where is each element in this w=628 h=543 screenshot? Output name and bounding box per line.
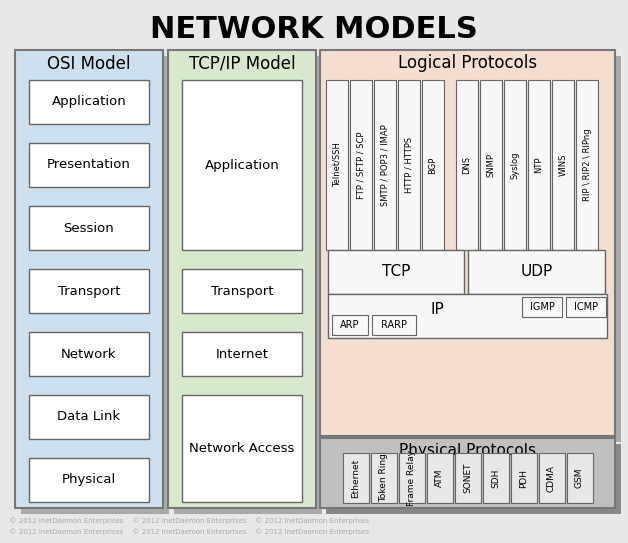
- Bar: [342, 453, 369, 503]
- Bar: [168, 50, 316, 508]
- Bar: [538, 453, 565, 503]
- Text: BGP: BGP: [428, 156, 438, 174]
- Text: Physical Protocols: Physical Protocols: [399, 444, 536, 458]
- Bar: [320, 50, 615, 436]
- Text: FTP / SFTP / SCP: FTP / SFTP / SCP: [357, 131, 365, 199]
- Text: OSI Model: OSI Model: [47, 55, 131, 73]
- Bar: [455, 453, 480, 503]
- Bar: [456, 80, 478, 250]
- Text: RARP: RARP: [381, 320, 407, 330]
- Text: Application: Application: [205, 159, 279, 172]
- Text: HTTP / HTTPS: HTTP / HTTPS: [404, 137, 413, 193]
- Text: TCP/IP Model: TCP/IP Model: [188, 55, 295, 73]
- Text: SMTP / POP3 / IMAP: SMTP / POP3 / IMAP: [381, 124, 389, 206]
- Bar: [371, 453, 396, 503]
- Bar: [21, 56, 169, 514]
- Bar: [29, 332, 149, 376]
- Text: Data Link: Data Link: [57, 411, 121, 424]
- Text: SNMP: SNMP: [487, 153, 495, 177]
- Bar: [350, 80, 372, 250]
- Bar: [182, 80, 302, 250]
- Bar: [399, 453, 425, 503]
- Bar: [374, 80, 396, 250]
- Bar: [174, 56, 322, 514]
- Bar: [467, 250, 605, 294]
- Text: Transport: Transport: [211, 285, 273, 298]
- Text: ARP: ARP: [340, 320, 360, 330]
- Text: Session: Session: [63, 222, 114, 235]
- Bar: [480, 80, 502, 250]
- Text: Network Access: Network Access: [189, 442, 295, 455]
- Bar: [182, 332, 302, 376]
- Text: Physical: Physical: [62, 473, 116, 487]
- Bar: [182, 395, 302, 502]
- Text: Ethernet: Ethernet: [351, 458, 360, 497]
- Bar: [576, 80, 598, 250]
- Bar: [29, 458, 149, 502]
- Text: NTP: NTP: [534, 157, 543, 173]
- Bar: [511, 453, 536, 503]
- Bar: [522, 297, 562, 317]
- Bar: [552, 80, 574, 250]
- Bar: [566, 297, 606, 317]
- Text: Syslog: Syslog: [511, 151, 519, 179]
- Bar: [328, 250, 463, 294]
- Bar: [566, 453, 592, 503]
- Text: IP: IP: [431, 302, 445, 317]
- Text: Presentation: Presentation: [47, 159, 131, 172]
- Text: Transport: Transport: [58, 285, 120, 298]
- Text: SDH: SDH: [491, 468, 500, 488]
- Bar: [328, 294, 607, 338]
- Bar: [482, 453, 509, 503]
- Text: Application: Application: [51, 96, 126, 109]
- Text: PDH: PDH: [519, 469, 528, 488]
- Bar: [426, 453, 453, 503]
- Text: Telnet/SSH: Telnet/SSH: [332, 143, 342, 187]
- Bar: [182, 269, 302, 313]
- Text: Logical Protocols: Logical Protocols: [398, 54, 537, 72]
- Text: Network: Network: [62, 348, 117, 361]
- Text: SONET: SONET: [463, 463, 472, 493]
- Bar: [29, 395, 149, 439]
- Text: DNS: DNS: [462, 156, 472, 174]
- Bar: [29, 269, 149, 313]
- Text: Token Ring: Token Ring: [379, 453, 388, 502]
- Text: WINS: WINS: [558, 154, 568, 176]
- Bar: [326, 80, 348, 250]
- Bar: [528, 80, 550, 250]
- Bar: [422, 80, 444, 250]
- Bar: [326, 444, 621, 514]
- Bar: [29, 80, 149, 124]
- Bar: [504, 80, 526, 250]
- Text: IGMP: IGMP: [529, 302, 555, 312]
- Bar: [398, 80, 420, 250]
- Bar: [320, 438, 615, 508]
- Bar: [29, 143, 149, 187]
- Text: TCP: TCP: [382, 264, 410, 280]
- Bar: [332, 315, 368, 335]
- Text: Frame Relay: Frame Relay: [407, 450, 416, 506]
- Text: GSM: GSM: [575, 468, 584, 488]
- Bar: [15, 50, 163, 508]
- Bar: [372, 315, 416, 335]
- Text: © 2012 InetDaemon Enterprises    © 2012 InetDaemon Enterprises    © 2012 InetDae: © 2012 InetDaemon Enterprises © 2012 Ine…: [5, 528, 369, 535]
- Text: Internet: Internet: [215, 348, 269, 361]
- Text: RIP \ RIP2 \ RIPng: RIP \ RIP2 \ RIPng: [583, 129, 592, 201]
- Text: ICMP: ICMP: [574, 302, 598, 312]
- Text: CDMA: CDMA: [547, 464, 556, 491]
- Text: ATM: ATM: [435, 469, 444, 487]
- Bar: [29, 206, 149, 250]
- Text: © 2012 InetDaemon Enterprises    © 2012 InetDaemon Enterprises    © 2012 InetDae: © 2012 InetDaemon Enterprises © 2012 Ine…: [5, 517, 369, 524]
- Text: UDP: UDP: [520, 264, 553, 280]
- Bar: [326, 56, 621, 442]
- Text: NETWORK MODELS: NETWORK MODELS: [150, 15, 478, 43]
